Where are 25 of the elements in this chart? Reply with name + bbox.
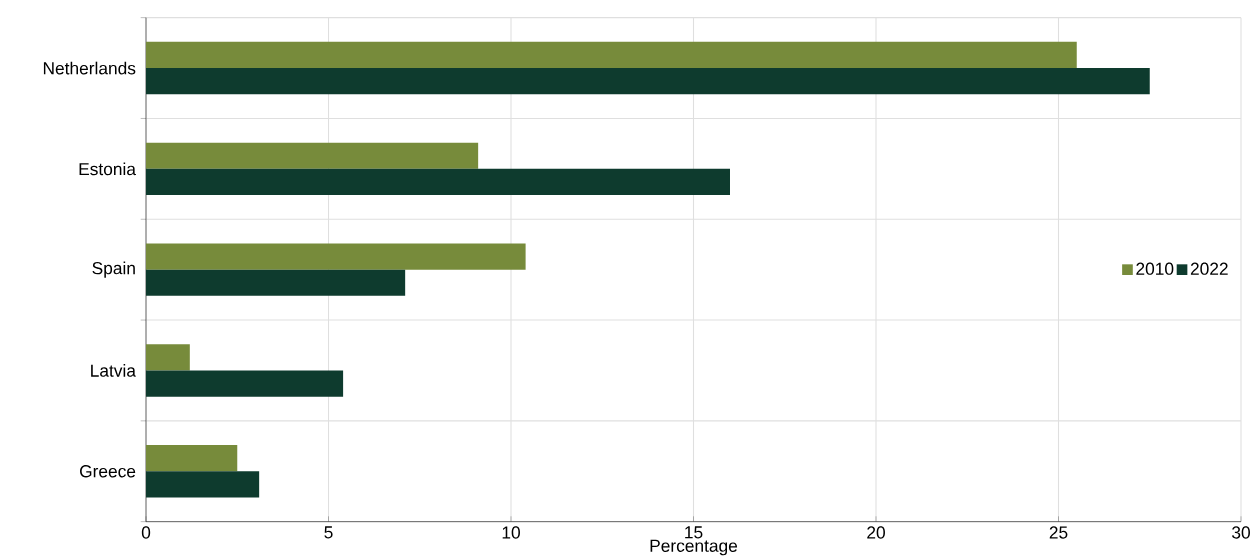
x-tick-label: 5 xyxy=(324,526,333,539)
x-tick-label: 15 xyxy=(685,526,703,539)
x-tick-label: 0 xyxy=(141,526,151,539)
bar xyxy=(146,344,190,371)
x-tick-label: 25 xyxy=(1049,526,1068,539)
legend-label: 2022 xyxy=(1190,262,1228,275)
x-axis-title: Percentage xyxy=(650,539,738,556)
bar xyxy=(146,471,260,498)
y-tick-label: Estonia xyxy=(79,162,136,176)
bar xyxy=(146,68,1150,95)
bar xyxy=(146,370,344,397)
y-tick-label: Netherlands xyxy=(43,61,136,75)
bar xyxy=(146,243,526,270)
bar xyxy=(146,41,1077,69)
legend-label: 2010 xyxy=(1136,262,1174,275)
bar xyxy=(146,269,406,296)
bar xyxy=(146,142,479,169)
y-tick-label: Greece xyxy=(80,465,136,478)
y-tick-label: Latvia xyxy=(91,364,136,377)
x-tick-label: 10 xyxy=(502,526,520,539)
bar xyxy=(146,445,238,472)
bar xyxy=(146,168,730,196)
x-tick-label: 20 xyxy=(867,526,885,539)
x-tick-label: 30 xyxy=(1232,526,1250,539)
y-tick-label: Spain xyxy=(92,261,135,278)
